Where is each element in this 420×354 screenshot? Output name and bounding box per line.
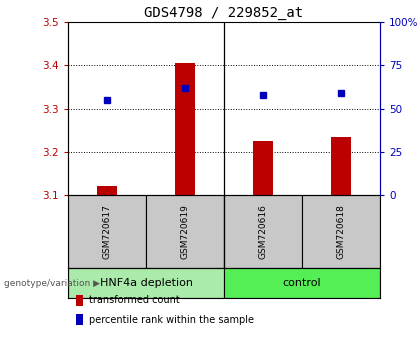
Text: GSM720617: GSM720617 — [102, 204, 111, 259]
Text: GSM720619: GSM720619 — [181, 204, 189, 259]
Bar — [224, 195, 302, 268]
Text: GSM720616: GSM720616 — [258, 204, 268, 259]
Title: GDS4798 / 229852_at: GDS4798 / 229852_at — [144, 6, 304, 19]
Bar — [175, 63, 195, 195]
Bar — [68, 195, 146, 268]
Text: transformed count: transformed count — [89, 295, 180, 305]
Text: control: control — [283, 278, 321, 288]
Bar — [97, 186, 117, 195]
Bar — [146, 195, 224, 268]
Text: HNF4a depletion: HNF4a depletion — [100, 278, 192, 288]
Bar — [68, 268, 224, 298]
Text: percentile rank within the sample: percentile rank within the sample — [89, 315, 254, 325]
Bar — [331, 137, 351, 195]
Bar — [224, 268, 380, 298]
Text: GSM720618: GSM720618 — [336, 204, 346, 259]
Bar — [302, 195, 380, 268]
Text: genotype/variation ▶: genotype/variation ▶ — [4, 279, 100, 287]
Bar — [253, 141, 273, 195]
